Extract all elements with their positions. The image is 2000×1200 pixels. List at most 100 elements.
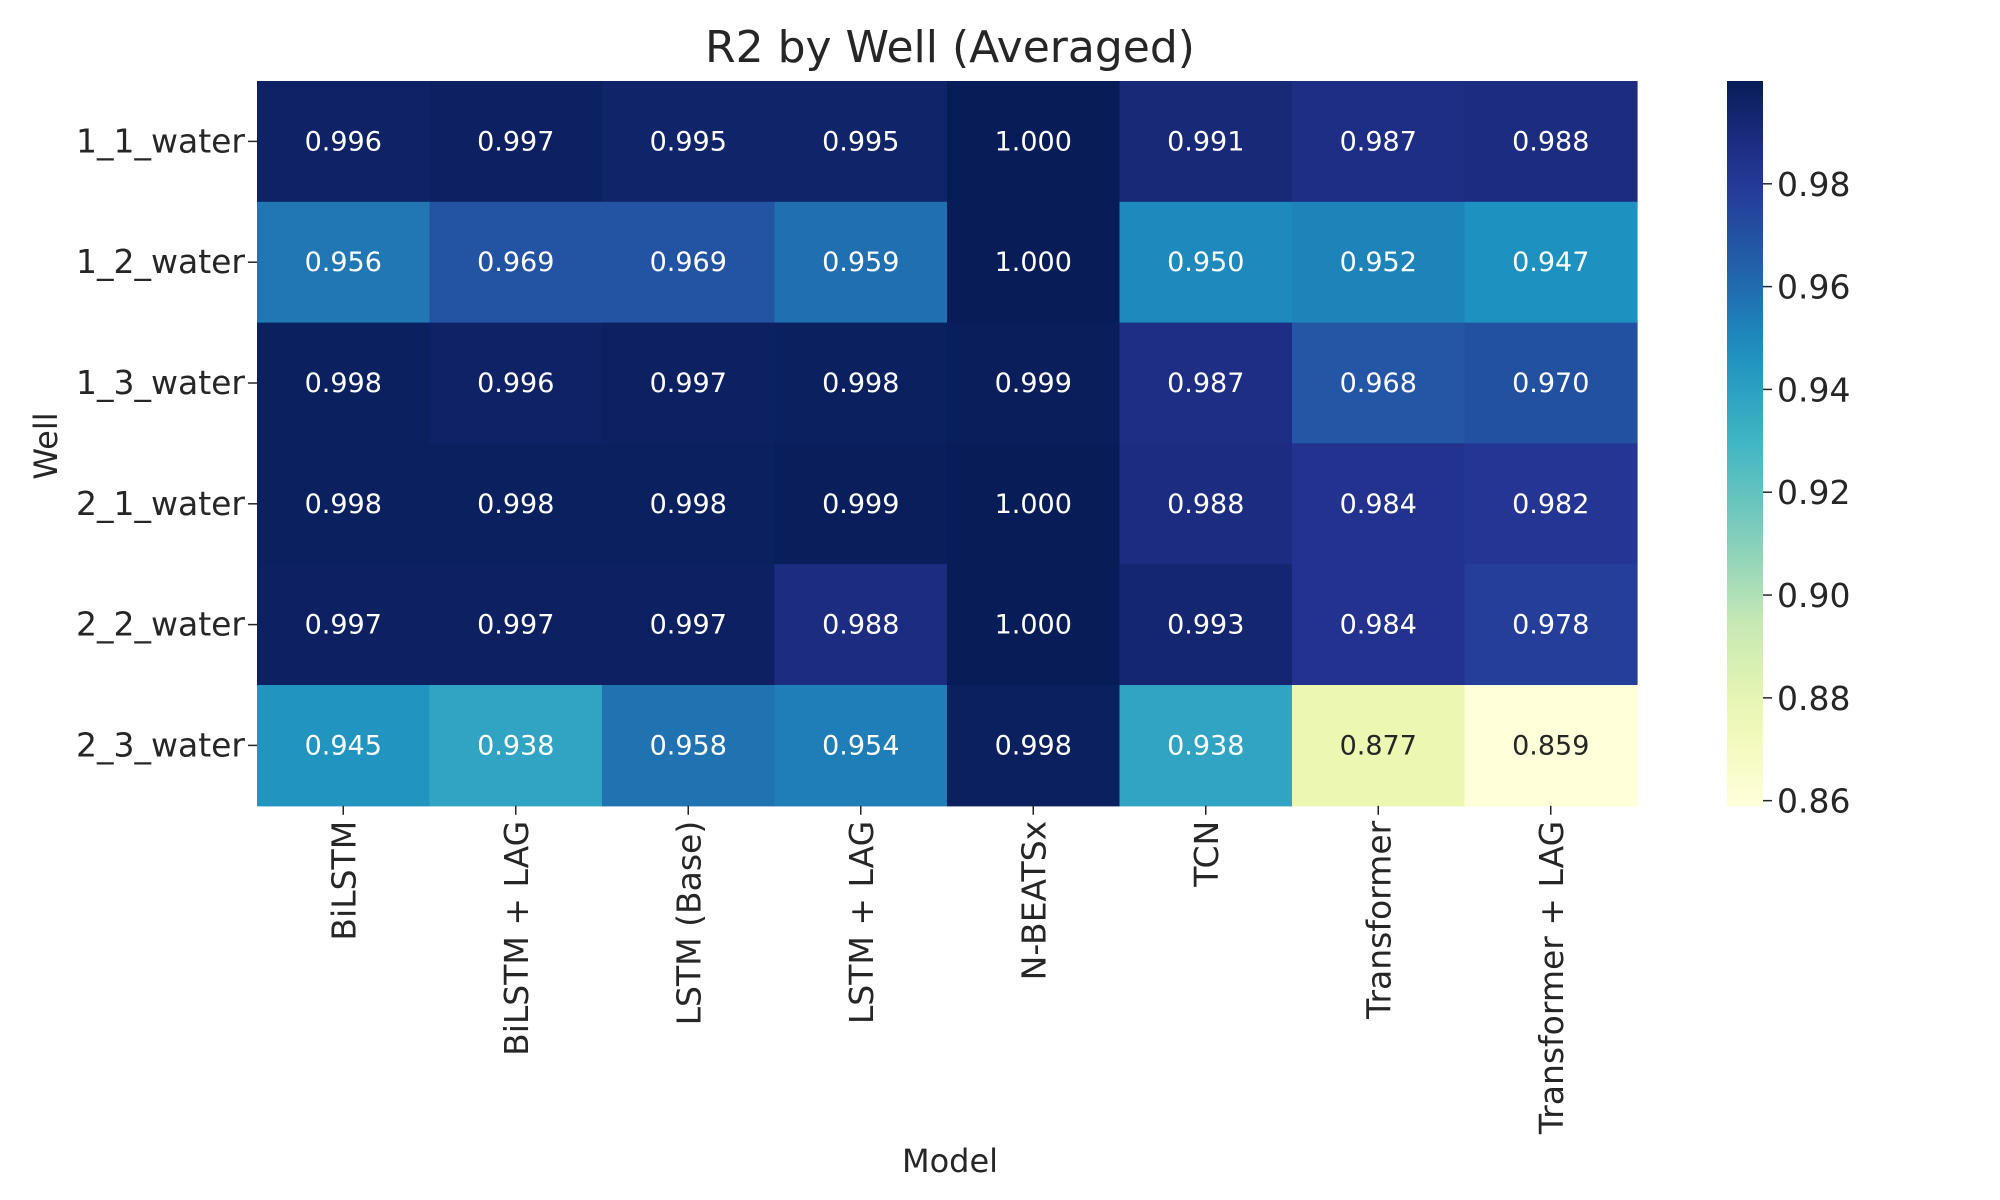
cell-value-label: 0.997 bbox=[650, 610, 727, 641]
cell-value-label: 0.997 bbox=[477, 610, 554, 641]
heatmap-cell bbox=[1292, 443, 1466, 565]
heatmap-cell bbox=[602, 322, 776, 444]
cell-value-label: 0.997 bbox=[477, 126, 554, 157]
y-tick-labels: 1_1_water 1_2_water 1_3_water 2_1_water 2_2_… bbox=[76, 121, 257, 764]
heatmap-cell bbox=[774, 201, 948, 324]
cell-value-label: 0.982 bbox=[1512, 489, 1589, 520]
heatmap-cell bbox=[774, 443, 948, 565]
heatmap-cell bbox=[947, 443, 1121, 565]
colorbar-tick-label: 0.94 bbox=[1777, 370, 1850, 409]
cell-value-label: 0.988 bbox=[822, 610, 899, 641]
heatmap-cell bbox=[1119, 322, 1293, 444]
heatmap-cell bbox=[429, 201, 603, 324]
cell-value-label: 0.954 bbox=[822, 730, 899, 761]
heatmap-cell bbox=[947, 322, 1121, 444]
cell-value-label: 0.988 bbox=[1167, 489, 1244, 520]
cell-value-label: 0.978 bbox=[1512, 610, 1589, 641]
colorbar-tick-label: 0.98 bbox=[1777, 165, 1850, 204]
heatmap-cell bbox=[1119, 685, 1293, 807]
cell-value-label: 0.997 bbox=[650, 368, 727, 399]
heatmap-cell bbox=[429, 685, 603, 807]
cell-value-label: 0.945 bbox=[305, 730, 382, 761]
y-tick-label: 2_2_water bbox=[76, 605, 245, 644]
colorbar: 0.86 0.88 0.90 0.92 0.94 0.96 0.98 bbox=[1727, 81, 1850, 821]
cell-value-label: 0.952 bbox=[1340, 247, 1417, 278]
heatmap-cell bbox=[947, 564, 1121, 686]
cell-value-label: 0.996 bbox=[477, 368, 554, 399]
cell-value-label: 1.000 bbox=[995, 247, 1072, 278]
x-tick-label: BiLSTM bbox=[324, 821, 363, 941]
heatmap-cell bbox=[602, 685, 776, 807]
cell-value-label: 0.958 bbox=[650, 730, 727, 761]
heatmap-cell bbox=[257, 443, 431, 565]
y-tick-label: 2_3_water bbox=[76, 725, 245, 764]
heatmap-cell bbox=[1119, 201, 1293, 324]
cell-value-label: 0.995 bbox=[822, 126, 899, 157]
colorbar-tick-label: 0.96 bbox=[1777, 268, 1850, 307]
heatmap-cells: 0.996 0.997 0.995 0.995 1.000 0.991 0.987 0.988… bbox=[257, 81, 1638, 807]
heatmap-cell bbox=[947, 685, 1121, 807]
heatmap-cell bbox=[429, 564, 603, 686]
cell-value-label: 0.947 bbox=[1512, 247, 1589, 278]
heatmap-cell bbox=[1464, 443, 1638, 565]
cell-value-label: 0.987 bbox=[1340, 126, 1417, 157]
heatmap-cell bbox=[257, 564, 431, 686]
cell-value-label: 0.959 bbox=[822, 247, 899, 278]
heatmap-cell bbox=[774, 685, 948, 807]
cell-value-label: 0.997 bbox=[305, 610, 382, 641]
heatmap-cell bbox=[1464, 564, 1638, 686]
heatmap-cell bbox=[602, 201, 776, 324]
cell-value-label: 0.956 bbox=[305, 247, 382, 278]
heatmap-cell bbox=[1292, 685, 1466, 807]
cell-value-label: 0.938 bbox=[1167, 730, 1244, 761]
cell-value-label: 0.996 bbox=[305, 126, 382, 157]
heatmap-cell bbox=[774, 81, 948, 203]
y-tick-label: 2_1_water bbox=[76, 484, 245, 523]
heatmap-cell bbox=[774, 564, 948, 686]
x-tick-label: LSTM (Base) bbox=[669, 821, 708, 1026]
x-axis-label: Model bbox=[902, 1142, 998, 1180]
cell-value-label: 0.987 bbox=[1167, 368, 1244, 399]
heatmap-cell bbox=[1292, 81, 1466, 203]
x-tick-label: TCN bbox=[1187, 821, 1226, 888]
cell-value-label: 0.998 bbox=[305, 368, 382, 399]
heatmap-cell bbox=[947, 201, 1121, 324]
heatmap-cell bbox=[602, 564, 776, 686]
heatmap-cell bbox=[1119, 443, 1293, 565]
x-tick-label: Transformer + LAG bbox=[1532, 821, 1571, 1135]
cell-value-label: 0.998 bbox=[477, 489, 554, 520]
heatmap-cell bbox=[1292, 201, 1466, 324]
cell-value-label: 0.859 bbox=[1512, 730, 1589, 761]
cell-value-label: 0.999 bbox=[822, 489, 899, 520]
cell-value-label: 0.969 bbox=[650, 247, 727, 278]
cell-value-label: 0.998 bbox=[822, 368, 899, 399]
cell-value-label: 0.950 bbox=[1167, 247, 1244, 278]
heatmap-cell bbox=[1292, 564, 1466, 686]
cell-value-label: 0.968 bbox=[1340, 368, 1417, 399]
heatmap-cell bbox=[257, 322, 431, 444]
x-tick-label: N-BEATSx bbox=[1014, 821, 1053, 981]
cell-value-label: 0.988 bbox=[1512, 126, 1589, 157]
heatmap-cell bbox=[257, 201, 431, 324]
cell-value-label: 0.991 bbox=[1167, 126, 1244, 157]
y-axis-label: Well bbox=[27, 412, 65, 479]
x-tick-label: Transformer bbox=[1359, 820, 1398, 1019]
colorbar-tick-label: 0.86 bbox=[1777, 782, 1850, 821]
cell-value-label: 0.995 bbox=[650, 126, 727, 157]
cell-value-label: 1.000 bbox=[995, 489, 1072, 520]
heatmap-cell bbox=[602, 81, 776, 203]
cell-value-label: 0.998 bbox=[995, 730, 1072, 761]
heatmap-cell bbox=[429, 443, 603, 565]
cell-value-label: 0.998 bbox=[650, 489, 727, 520]
heatmap-cell bbox=[774, 322, 948, 444]
heatmap-cell bbox=[257, 81, 431, 203]
y-tick-label: 1_1_water bbox=[76, 121, 245, 160]
cell-value-label: 1.000 bbox=[995, 126, 1072, 157]
cell-value-label: 0.938 bbox=[477, 730, 554, 761]
heatmap-cell bbox=[947, 81, 1121, 203]
colorbar-gradient bbox=[1727, 81, 1763, 806]
y-tick-label: 1_3_water bbox=[76, 363, 245, 402]
chart-title: R2 by Well (Averaged) bbox=[705, 22, 1195, 73]
